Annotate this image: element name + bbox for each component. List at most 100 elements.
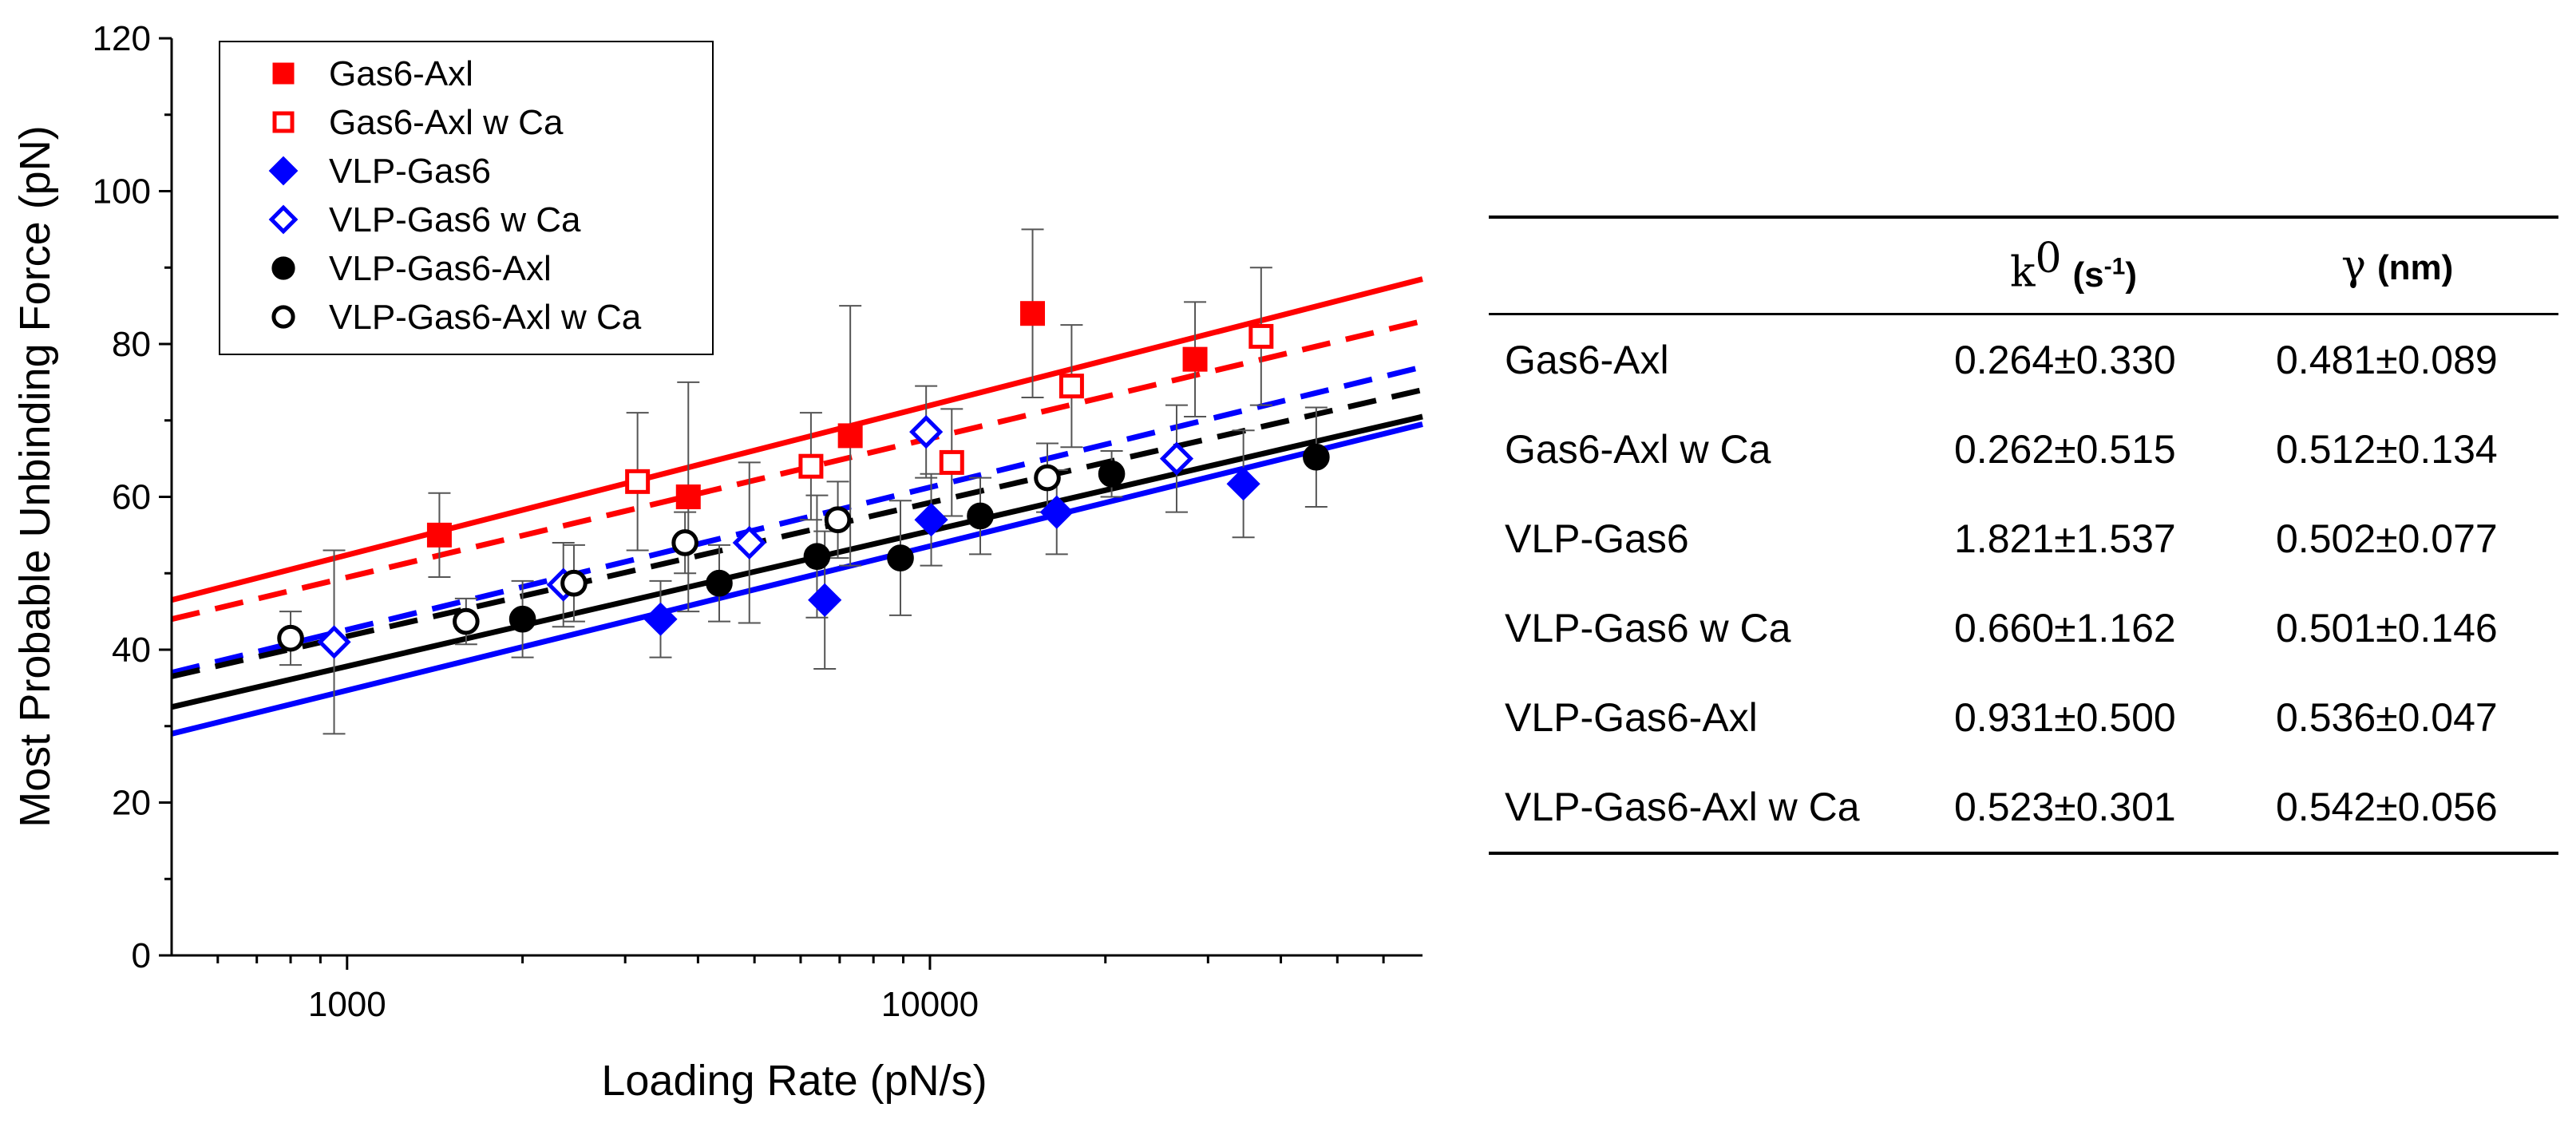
x-tick-label: 10000 bbox=[881, 985, 979, 1024]
table-row: Gas6-Axl w Ca 0.262±0.515 0.512±0.134 bbox=[1489, 405, 2558, 494]
data-point bbox=[808, 583, 842, 617]
y-tick-label: 40 bbox=[112, 631, 151, 670]
data-point bbox=[939, 449, 964, 475]
table-row: VLP-Gas6 w Ca 0.660±1.162 0.501±0.146 bbox=[1489, 583, 2558, 673]
row-k0: 0.523±0.301 bbox=[1954, 785, 2176, 829]
data-point bbox=[625, 469, 651, 494]
y-tick-label: 0 bbox=[132, 936, 151, 975]
header-sample bbox=[1489, 217, 1948, 314]
header-k0: k0 (s-1) bbox=[1948, 217, 2269, 314]
legend-label: VLP-Gas6 w Ca bbox=[329, 200, 581, 239]
row-name: VLP-Gas6-Axl bbox=[1505, 695, 1758, 740]
legend-marker bbox=[272, 62, 295, 85]
data-point bbox=[671, 529, 698, 556]
data-point bbox=[967, 502, 994, 530]
row-k0: 0.264±0.330 bbox=[1954, 338, 2176, 382]
data-point bbox=[837, 423, 863, 449]
row-gamma: 0.481±0.089 bbox=[2276, 338, 2498, 382]
data-point bbox=[824, 506, 852, 534]
legend-marker bbox=[272, 111, 295, 133]
data-point bbox=[1182, 346, 1208, 372]
data-point bbox=[887, 544, 914, 571]
data-point bbox=[560, 569, 588, 597]
fit-line-2 bbox=[171, 421, 1423, 737]
table-header-row: k0 (s-1) γ (nm) bbox=[1489, 217, 2558, 314]
data-point bbox=[1226, 467, 1260, 501]
data-point bbox=[1248, 323, 1274, 349]
data-point bbox=[277, 624, 304, 652]
data-point bbox=[317, 625, 351, 659]
x-axis-label: Loading Rate (pN/s) bbox=[601, 1057, 987, 1105]
data-point bbox=[453, 607, 480, 635]
data-point bbox=[914, 503, 948, 537]
data-point bbox=[1034, 464, 1061, 492]
fit-line-3 bbox=[171, 364, 1423, 676]
legend-box bbox=[219, 41, 714, 355]
table-row: VLP-Gas6-Axl 0.931±0.500 0.536±0.047 bbox=[1489, 673, 2558, 762]
row-k0: 0.660±1.162 bbox=[1954, 606, 2176, 650]
k0-symbol: k bbox=[2010, 248, 2036, 297]
data-point bbox=[1303, 443, 1330, 471]
x-tick-label: 1000 bbox=[308, 985, 386, 1024]
fit-line-4 bbox=[171, 413, 1423, 710]
legend-marker bbox=[271, 305, 295, 329]
legend-marker bbox=[268, 156, 299, 186]
row-name: Gas6-Axl w Ca bbox=[1505, 427, 1771, 472]
gamma-unit: (nm) bbox=[2376, 248, 2454, 287]
row-k0: 0.931±0.500 bbox=[1954, 695, 2176, 740]
data-point bbox=[426, 522, 452, 548]
data-point bbox=[1098, 460, 1126, 488]
parameter-table-container: k0 (s-1) γ (nm) Gas6-Axl 0.264±0.330 0.4… bbox=[1489, 216, 2558, 855]
kinetic-parameter-table: k0 (s-1) γ (nm) Gas6-Axl 0.264±0.330 0.4… bbox=[1489, 216, 2558, 855]
table-row: Gas6-Axl 0.264±0.330 0.481±0.089 bbox=[1489, 314, 2558, 405]
legend-label: VLP-Gas6-Axl bbox=[329, 249, 552, 288]
data-point bbox=[1058, 374, 1084, 399]
unbinding-force-chart: 0 20 40 60 80 100 120 1000 10000 Loading Rate (p… bbox=[11, 19, 1423, 1105]
y-axis-label: Most Probable Unbinding Force (pN) bbox=[11, 125, 59, 827]
row-gamma: 0.542±0.056 bbox=[2276, 785, 2498, 829]
legend: Gas6-Axl Gas6-Axl w Ca VLP-Gas6 VLP-Gas6 w … bbox=[219, 41, 714, 355]
data-point bbox=[1159, 441, 1194, 476]
fit-lines bbox=[171, 276, 1423, 737]
data-point bbox=[675, 484, 701, 509]
data-point bbox=[643, 602, 678, 636]
axes: 0 20 40 60 80 100 120 1000 10000 bbox=[93, 19, 1423, 1024]
data-point bbox=[798, 453, 824, 479]
row-gamma: 0.502±0.077 bbox=[2276, 516, 2498, 561]
k0-superscript: 0 bbox=[2035, 235, 2062, 283]
row-name: VLP-Gas6 w Ca bbox=[1505, 606, 1791, 650]
row-k0: 0.262±0.515 bbox=[1954, 427, 2176, 472]
data-point bbox=[909, 415, 944, 449]
y-tick-label: 100 bbox=[93, 172, 151, 212]
data-point bbox=[732, 525, 766, 560]
gamma-symbol: γ bbox=[2341, 242, 2367, 290]
row-gamma: 0.501±0.146 bbox=[2276, 606, 2498, 650]
legend-label: VLP-Gas6 bbox=[329, 152, 491, 191]
data-point bbox=[706, 569, 733, 597]
row-k0: 1.821±1.537 bbox=[1954, 516, 2176, 561]
legend-label: Gas6-Axl bbox=[329, 54, 473, 93]
y-tick-label: 80 bbox=[112, 325, 151, 364]
data-point bbox=[508, 605, 536, 633]
fit-line-1 bbox=[171, 318, 1423, 623]
table-row: VLP-Gas6-Axl w Ca 0.523±0.301 0.542±0.05… bbox=[1489, 762, 2558, 853]
data-point bbox=[803, 543, 831, 570]
row-gamma: 0.512±0.134 bbox=[2276, 427, 2498, 472]
table-row: VLP-Gas6 1.821±1.537 0.502±0.077 bbox=[1489, 494, 2558, 583]
data-markers bbox=[277, 301, 1330, 659]
legend-label: VLP-Gas6-Axl w Ca bbox=[329, 298, 642, 337]
legend-label: Gas6-Axl w Ca bbox=[329, 103, 564, 142]
fit-line-5 bbox=[171, 387, 1423, 679]
legend-marker bbox=[268, 204, 299, 235]
legend-marker bbox=[271, 256, 295, 280]
k0-unit: (s-1) bbox=[2072, 253, 2137, 295]
data-point bbox=[1039, 495, 1074, 529]
y-tick-label: 60 bbox=[112, 478, 151, 517]
data-point bbox=[1020, 301, 1046, 326]
row-name: VLP-Gas6-Axl w Ca bbox=[1505, 785, 1860, 829]
header-gamma: γ (nm) bbox=[2269, 217, 2558, 314]
fit-line-0 bbox=[171, 276, 1423, 603]
row-name: VLP-Gas6 bbox=[1505, 516, 1689, 561]
y-tick-label: 20 bbox=[112, 784, 151, 823]
row-gamma: 0.536±0.047 bbox=[2276, 695, 2498, 740]
